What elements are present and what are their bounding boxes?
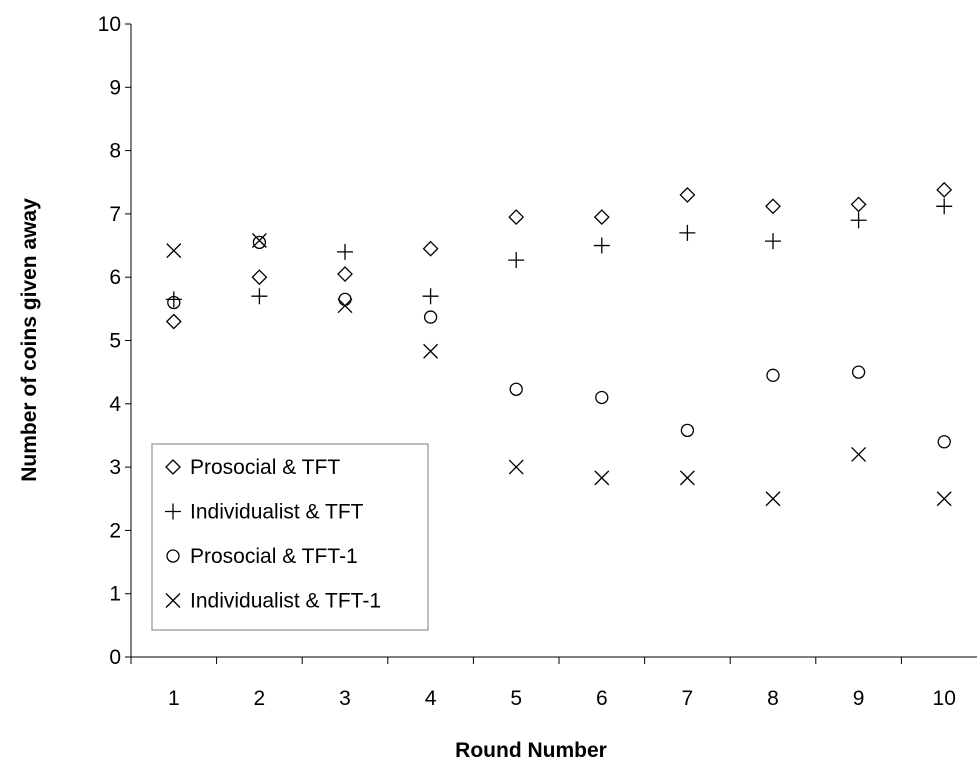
data-point-cross: [594, 470, 610, 486]
data-point-cross: [679, 470, 695, 486]
legend-item: Prosocial & TFT: [165, 456, 340, 479]
data-point-circle: [766, 368, 780, 382]
x-axis-title: Round Number: [455, 739, 607, 762]
legend-marker-circle: [166, 549, 180, 563]
y-tick-label: 9: [109, 76, 121, 99]
legend-box: [151, 443, 429, 631]
data-point-circle: [252, 235, 267, 250]
x-tick-label: 8: [767, 687, 779, 710]
legend-item: Individualist & TFT-1: [165, 590, 381, 613]
x-tick-label: 4: [425, 687, 437, 710]
data-point-cross: [166, 243, 182, 259]
x-tick-label: 5: [510, 687, 522, 710]
data-point-diamond: [850, 196, 867, 213]
data-point-cross: [423, 343, 439, 359]
data-point-diamond: [765, 198, 781, 215]
y-tick-label: 4: [109, 393, 121, 416]
legend: Prosocial & TFT Individualist & TFT Prosoc…: [151, 443, 429, 631]
x-tick-label: 3: [339, 687, 351, 710]
data-point-plus: [850, 212, 867, 229]
x-tick-label: 7: [682, 687, 694, 710]
data-point-cross: [251, 233, 267, 248]
data-points: [165, 181, 953, 507]
y-tick-label: 5: [109, 330, 121, 353]
data-point-cross: [936, 491, 952, 507]
data-point-circle: [423, 310, 438, 324]
legend-label: Prosocial & TFT-1: [190, 545, 358, 568]
y-tick-label: 0: [109, 646, 121, 669]
data-point-plus: [593, 237, 610, 254]
data-point-diamond: [337, 266, 353, 282]
data-point-cross: [765, 491, 781, 507]
data-point-plus: [508, 252, 525, 269]
data-point-diamond: [593, 209, 610, 225]
x-axis: 1 2 3 4 5 6 7 8 9 10: [130, 656, 977, 710]
data-point-diamond: [936, 181, 953, 198]
y-tick-label: 10: [98, 13, 121, 36]
data-point-circle: [851, 365, 866, 379]
legend-marker-cross: [165, 593, 181, 608]
data-point-plus: [679, 224, 696, 241]
data-point-diamond: [679, 186, 696, 203]
data-point-diamond: [165, 313, 182, 330]
x-tick-label: 9: [853, 687, 865, 710]
y-tick-label: 3: [109, 456, 121, 479]
data-point-circle: [509, 382, 523, 396]
data-point-cross: [508, 459, 524, 475]
legend-item: Individualist & TFT: [165, 501, 364, 524]
x-tick-label: 10: [933, 687, 956, 710]
data-point-plus: [337, 243, 353, 260]
legend-label: Individualist & TFT-1: [190, 590, 381, 613]
data-point-cross: [337, 298, 353, 314]
y-tick-label: 7: [109, 203, 121, 226]
data-point-plus: [422, 288, 439, 305]
data-point-cross: [851, 446, 867, 462]
data-point-plus: [765, 233, 781, 250]
data-point-plus: [251, 288, 268, 305]
legend-label: Prosocial & TFT: [190, 456, 340, 479]
x-tick-label: 2: [254, 687, 266, 710]
x-tick-label: 6: [596, 687, 608, 710]
legend-marker-plus: [165, 503, 181, 520]
data-point-circle: [937, 435, 951, 449]
data-point-diamond: [251, 269, 268, 286]
legend-marker-diamond: [165, 459, 181, 475]
y-tick-label: 1: [109, 583, 121, 606]
legend-label: Individualist & TFT: [190, 501, 364, 524]
y-tick-label: 2: [109, 519, 121, 542]
data-point-diamond: [422, 240, 439, 257]
x-tick-label: 1: [168, 687, 180, 710]
y-axis-title: Number of coins given away: [18, 198, 41, 482]
data-point-circle: [595, 390, 609, 405]
data-point-plus: [936, 198, 953, 215]
y-tick-label: 6: [109, 266, 121, 289]
y-axis: 0 1 2 3 4 5 6 7 8 9 10: [98, 13, 132, 669]
data-point-circle: [167, 295, 181, 310]
legend-item: Prosocial & TFT-1: [166, 545, 358, 568]
data-point-circle: [338, 292, 352, 307]
y-tick-label: 8: [109, 140, 121, 163]
data-point-diamond: [508, 209, 525, 225]
data-point-circle: [680, 423, 695, 438]
